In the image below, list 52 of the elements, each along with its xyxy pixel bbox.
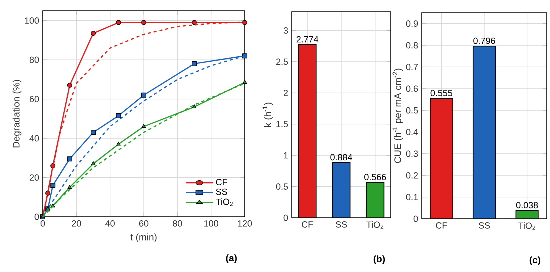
x-axis-title: t (min) [130,234,157,243]
legend-label: SS [216,188,228,196]
x-tick-label: 100 [204,220,218,227]
y-tick-label: 0.9 [406,20,418,28]
legend-label: CF [216,179,228,186]
x-tick-label: 80 [173,220,182,227]
y-tick-label: 3 [284,28,288,34]
x-tick-label: TiO$_{2}$ [518,222,536,230]
x-tick-label: 60 [139,220,149,227]
x-tick-label: CF [302,222,314,228]
data-label: 0.038 [516,202,538,209]
x-tick-label: SS [478,222,490,229]
y-tick-label: 80 [30,56,40,64]
data-label: 0.566 [364,174,386,180]
y-tick-label: 0.1 [406,194,418,200]
y-tick-label: 100 [25,18,40,24]
y-tick-label: 1 [284,152,288,159]
y-tick-label: 0.2 [406,172,418,179]
x-tick-label: TiO$_{2}$ [366,222,384,230]
y-tick-label: 60 [30,96,40,102]
y-tick-label: 2 [284,90,288,96]
y-tick-label: 0 [414,216,418,222]
y-axis-title: CUE (h$^{-1}$ per mA cm$^{-2}$) [392,68,404,164]
y-tick-label: 0.6 [406,86,418,92]
x-tick-label: 0 [40,220,46,227]
y-tick-label: 0.7 [406,64,418,70]
data-label: 2.774 [296,36,319,43]
legend-label: TiO$_{2}$ [216,198,233,206]
y-axis-title: k (h$^{-1}$) [262,102,274,128]
y-tick-label: 0.5 [276,184,288,190]
y-tick-label: 0.3 [406,150,418,158]
data-label: 0.796 [474,38,496,44]
y-tick-label: 0.5 [406,107,418,114]
data-label: 0.555 [430,90,453,96]
y-tick-label: 0.8 [406,42,418,49]
x-tick-label: 20 [72,220,82,227]
text: (b) [374,256,386,264]
y-axis-title: Degradation (%) [12,80,22,148]
y-tick-label: 1.5 [276,121,288,128]
y-tick-label: 40 [30,135,40,142]
x-tick-label: 40 [106,220,115,227]
text: (a) [226,254,237,264]
data-label: 0.884 [330,154,352,161]
y-tick-label: 0.4 [406,129,418,136]
y-tick-label: 0 [34,214,40,220]
y-tick-label: 2.5 [276,58,288,66]
y-tick-label: 0 [284,214,288,222]
x-tick-label: SS [336,222,348,228]
x-tick-label: 120 [238,220,252,227]
x-tick-label: CF [436,222,448,229]
y-tick-label: 20 [30,174,40,181]
text: (c) [530,256,541,266]
